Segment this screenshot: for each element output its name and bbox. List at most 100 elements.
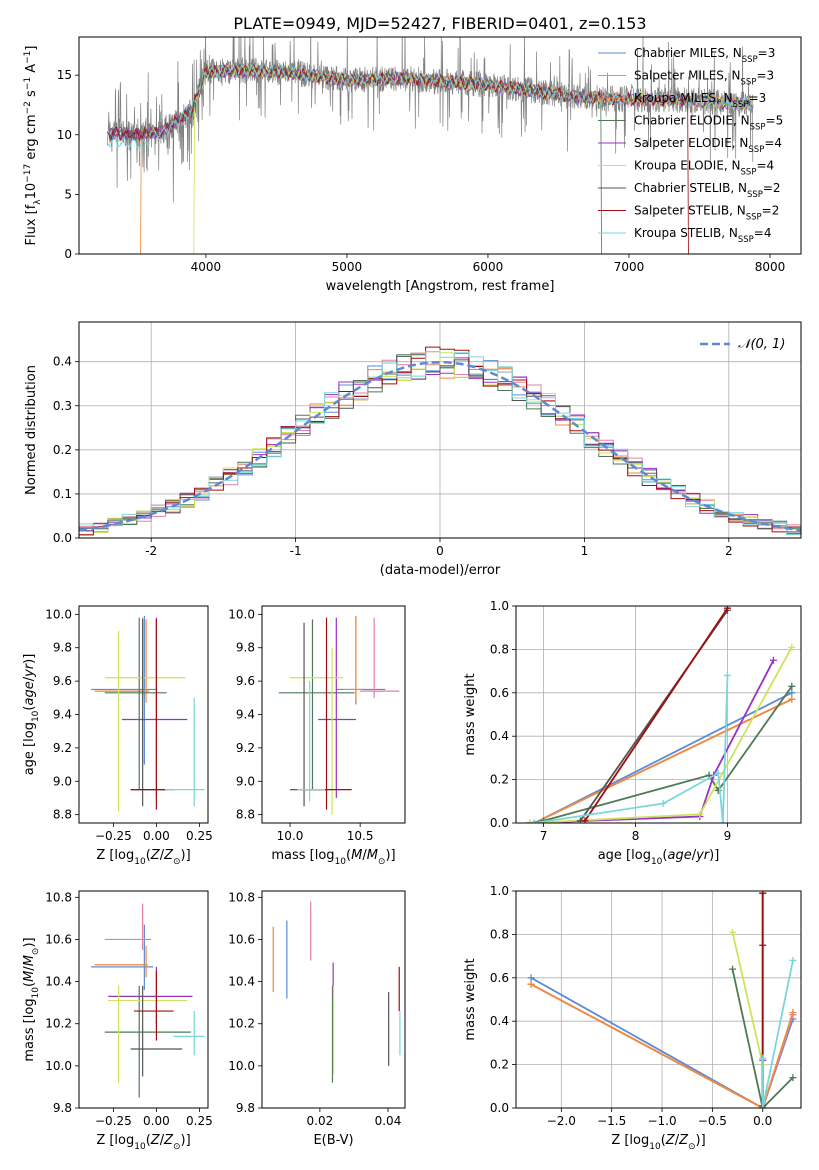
y-tick-label: 9.8 xyxy=(236,1101,255,1115)
weight-marker-kroupa_stelib xyxy=(714,769,722,777)
weight-marker-kroupa_stelib xyxy=(759,1104,767,1108)
weight-line-kroupa_elodie xyxy=(731,931,764,1108)
legend-suffix: =5 xyxy=(766,114,784,128)
histogram-kroupa_stelib xyxy=(79,351,801,536)
errorbar-plot-mass_vs_Z xyxy=(91,903,205,1098)
y-tick-label: 10 xyxy=(57,128,72,142)
y-axis-label: mass weight xyxy=(463,958,478,1040)
y-tick-label: 9.4 xyxy=(236,708,255,722)
axes-spectrum: 4000 5000 6000 7000 8000 0 5 10 15 wavelength [An… xyxy=(23,46,785,295)
y-tick-label: 0.4 xyxy=(490,729,509,743)
weight-marker-chabrier_miles xyxy=(527,974,535,982)
legend-suffix: =4 xyxy=(756,159,774,173)
y-tick-label: 0.0 xyxy=(490,816,509,830)
legend-subscript: SSP xyxy=(750,123,766,133)
legend-subscript: SSP xyxy=(733,100,749,110)
weight-marker-kroupa_miles xyxy=(789,1009,797,1017)
axes-mass_weight_vs_age: 7 8 9 0.0 0.2 0.4 0.6 0.8 1.0 age [log10(age/yr)]… xyxy=(463,599,801,867)
y-tick-label: 9.0 xyxy=(53,774,72,788)
x-tick-label: 0.04 xyxy=(375,1114,402,1128)
axes-mass_weight_vs_Z: −2.0 −1.5 −1.0 −0.5 0.0 0.0 0.2 0.4 0.6 0.8 1.0 Z [… xyxy=(463,884,801,1152)
y-tick-label: 0.2 xyxy=(490,1058,509,1072)
y-tick-label: 0.4 xyxy=(53,355,72,369)
weight-marker-kroupa_stelib xyxy=(719,819,727,823)
y-tick-label: 10.0 xyxy=(45,607,72,621)
y-axis-label: age [log10(age/yr)] xyxy=(22,654,41,776)
x-tick-label: 0.25 xyxy=(186,1114,213,1128)
legend-subscript: SSP xyxy=(746,213,762,223)
spectrum-plot xyxy=(106,37,754,254)
axes-mass_vs_Z: −0.25 0.00 0.25 9.8 10.0 10.2 10.4 10.6 10.8 Z [l… xyxy=(22,890,213,1152)
x-tick-label: 8 xyxy=(632,829,640,843)
y-tick-label: 10.6 xyxy=(45,932,72,946)
y-tick-label: 10.2 xyxy=(45,1017,72,1031)
weight-line-kroupa_miles xyxy=(534,698,793,823)
errorbar-plot-age_vs_mass xyxy=(278,616,400,815)
weight-line-chabrier_miles xyxy=(533,691,793,823)
y-tick-label: 8.8 xyxy=(236,808,255,822)
model-spectrum-salpeter_miles xyxy=(109,63,754,142)
legend-spectrum: Chabrier MILES, NSSP=3 Salpeter MILES, NS… xyxy=(598,46,783,245)
y-tick-label: 9.6 xyxy=(53,674,72,688)
y-tick-label: 0.8 xyxy=(490,642,509,656)
y-tick-label: 9.4 xyxy=(53,708,72,722)
y-tick-label: 0.3 xyxy=(53,399,72,413)
weight-line-chabrier_elodie xyxy=(731,968,794,1108)
weight-line-kroupa_miles xyxy=(530,983,794,1108)
weight-marker-kroupa_elodie xyxy=(788,643,796,651)
legend-suffix: =3 xyxy=(749,91,767,105)
weight-marker-kroupa_elodie xyxy=(526,819,534,823)
model-spectrum-chabrier_stelib xyxy=(109,63,754,142)
legend-label: Salpeter MILES, NSSP=3 xyxy=(634,69,774,88)
x-axis-label: E(B-V) xyxy=(313,1133,353,1148)
x-tick-label: −1.5 xyxy=(597,1114,626,1128)
x-tick-label: −0.25 xyxy=(95,1114,132,1128)
weight-marker-chabrier_elodie xyxy=(789,1074,797,1082)
y-tick-label: 0.8 xyxy=(490,927,509,941)
weight-marker-kroupa_stelib xyxy=(659,799,667,807)
legend-subscript: SSP xyxy=(747,190,763,200)
y-tick-label: 5 xyxy=(64,187,72,201)
weight-marker-salpeter_elodie xyxy=(769,656,777,664)
weight-plot-mass_weight_vs_age xyxy=(526,606,796,823)
x-tick-label: 0.00 xyxy=(143,829,170,843)
x-axis-label: wavelength [Angstrom, rest frame] xyxy=(326,279,555,294)
weight-marker-kroupa_elodie xyxy=(696,810,704,818)
weight-line-kroupa_elodie xyxy=(529,646,793,823)
weight-line-salpeter_stelib xyxy=(584,607,729,822)
y-tick-label: 0.1 xyxy=(53,487,72,501)
x-tick-label: 0.0 xyxy=(753,1114,772,1128)
weight-marker-kroupa_miles xyxy=(527,980,535,988)
y-tick-label: 10.4 xyxy=(228,975,255,989)
y-tick-label: 9.8 xyxy=(53,1101,72,1115)
axes-frame xyxy=(515,890,802,1109)
weight-marker-chabrier_elodie xyxy=(788,682,796,690)
legend-suffix: =3 xyxy=(758,46,776,60)
y-tick-label: 10.0 xyxy=(228,1059,255,1073)
y-tick-label: 0.0 xyxy=(53,531,72,545)
axes-age_vs_mass: 10.0 10.5 8.8 9.0 9.2 9.4 9.6 9.8 10.0 mass [log1… xyxy=(228,607,395,867)
legend-normal-label: 𝒩(0, 1) xyxy=(738,337,785,352)
legend-subscript: SSP xyxy=(741,168,757,178)
weight-marker-salpeter_stelib xyxy=(581,817,589,823)
x-tick-label: 8000 xyxy=(755,260,786,274)
legend-subscript: SSP xyxy=(738,235,754,245)
axes-frame xyxy=(261,605,406,824)
y-tick-label: 9.8 xyxy=(236,641,255,655)
y-tick-label: 10.4 xyxy=(45,975,72,989)
axes-frame xyxy=(78,605,209,824)
y-tick-label: 10.8 xyxy=(228,890,255,904)
legend-subscript: SSP xyxy=(748,145,764,155)
y-tick-label: 9.6 xyxy=(236,674,255,688)
x-tick-label: 9 xyxy=(724,829,732,843)
legend-suffix: =2 xyxy=(763,181,781,195)
legend-label: Chabrier ELODIE, NSSP=5 xyxy=(634,114,783,133)
legend-label: Chabrier MILES, NSSP=3 xyxy=(634,46,775,65)
x-tick-label: 5000 xyxy=(332,260,363,274)
histogram-salpeter_elodie xyxy=(79,357,801,535)
x-axis-label: Z [log10(Z/Z⊙)] xyxy=(96,1133,190,1152)
y-tick-label: 9.2 xyxy=(236,741,255,755)
x-axis-label: (data-model)/error xyxy=(380,563,501,578)
weight-plot-mass_weight_vs_Z xyxy=(527,891,797,1108)
